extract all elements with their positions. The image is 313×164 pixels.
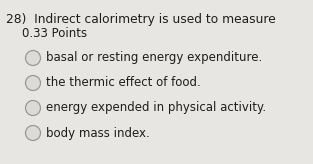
- Ellipse shape: [25, 101, 40, 115]
- Ellipse shape: [25, 51, 40, 65]
- Text: energy expended in physical activity.: energy expended in physical activity.: [46, 102, 266, 114]
- Text: the thermic effect of food.: the thermic effect of food.: [46, 76, 201, 90]
- Text: 0.33 Points: 0.33 Points: [22, 27, 87, 40]
- Text: basal or resting energy expenditure.: basal or resting energy expenditure.: [46, 51, 262, 64]
- Ellipse shape: [25, 125, 40, 141]
- Text: body mass index.: body mass index.: [46, 126, 150, 140]
- Text: 28)  Indirect calorimetry is used to measure: 28) Indirect calorimetry is used to meas…: [6, 13, 276, 26]
- Ellipse shape: [25, 75, 40, 91]
